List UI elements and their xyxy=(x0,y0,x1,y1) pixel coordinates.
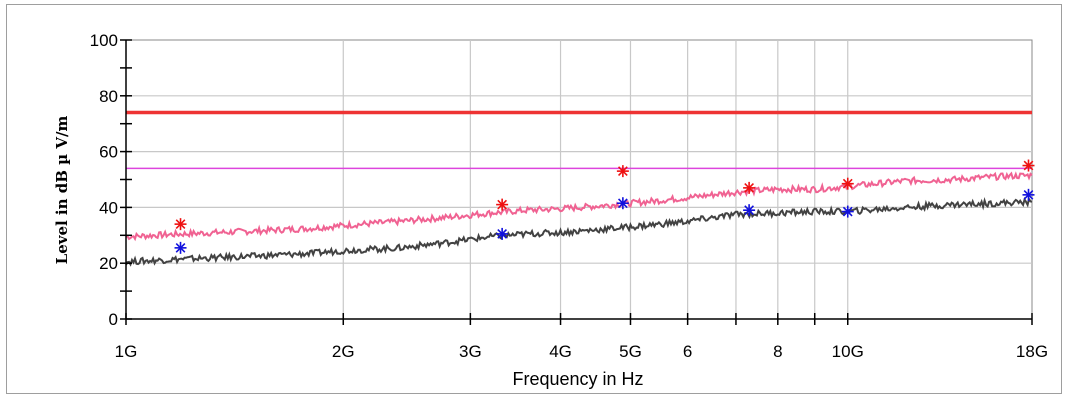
y-tick-label: 60 xyxy=(99,143,118,162)
plot-area xyxy=(125,39,1033,320)
grid xyxy=(126,40,1032,319)
x-tick-label: 4G xyxy=(549,342,572,361)
y-tick-label: 20 xyxy=(99,254,118,273)
series-line xyxy=(125,196,1033,267)
marker-stroke xyxy=(175,219,186,230)
marker-stroke xyxy=(842,206,853,217)
marker-stroke xyxy=(1023,160,1034,171)
x-tick-label: 8 xyxy=(773,342,782,361)
marker-stroke xyxy=(175,242,186,253)
marker-stroke xyxy=(744,205,754,216)
y-tick-label: 80 xyxy=(99,87,118,106)
x-tick-label: 2G xyxy=(332,342,355,361)
peak-marker xyxy=(174,218,187,231)
average-marker xyxy=(841,205,854,218)
peak-marker xyxy=(841,177,854,190)
average-marker xyxy=(616,197,629,210)
marker-stroke xyxy=(617,198,628,209)
y-tick-label: 40 xyxy=(99,198,118,217)
x-tick-label: 6 xyxy=(683,342,692,361)
marker-stroke xyxy=(617,166,628,177)
x-tick-label: 5G xyxy=(619,342,642,361)
series-group xyxy=(125,171,1033,267)
peak-marker xyxy=(743,181,756,194)
peak-marker xyxy=(496,198,509,211)
chart-frame xyxy=(6,4,1062,394)
x-axis-label: Frequency in Hz xyxy=(512,369,644,389)
y-tick-label: 100 xyxy=(90,31,118,50)
limit-lines xyxy=(126,110,1032,170)
series-line xyxy=(125,171,1033,242)
average-marker xyxy=(1022,188,1035,201)
average-marker xyxy=(496,227,509,240)
peak-marker xyxy=(616,165,629,178)
peak-marker xyxy=(1022,159,1035,172)
marker-stroke xyxy=(497,199,508,210)
marker-stroke xyxy=(744,182,754,193)
y-tick-label: 0 xyxy=(109,310,118,329)
x-tick-label: 18G xyxy=(1016,342,1048,361)
marker-group xyxy=(174,159,1035,254)
x-tick-label: 3G xyxy=(459,342,482,361)
average-marker xyxy=(743,204,756,217)
average-marker xyxy=(174,241,187,254)
axes: 1G 2G 3G 4G 5G 6 8 10G 18G 0 20 40 60 80 100 xyxy=(90,31,1048,361)
marker-stroke xyxy=(1023,189,1034,200)
x-tick-label: 1G xyxy=(115,342,138,361)
marker-stroke xyxy=(497,229,508,239)
marker-stroke xyxy=(842,178,853,189)
x-tick-label: 10G xyxy=(832,342,864,361)
